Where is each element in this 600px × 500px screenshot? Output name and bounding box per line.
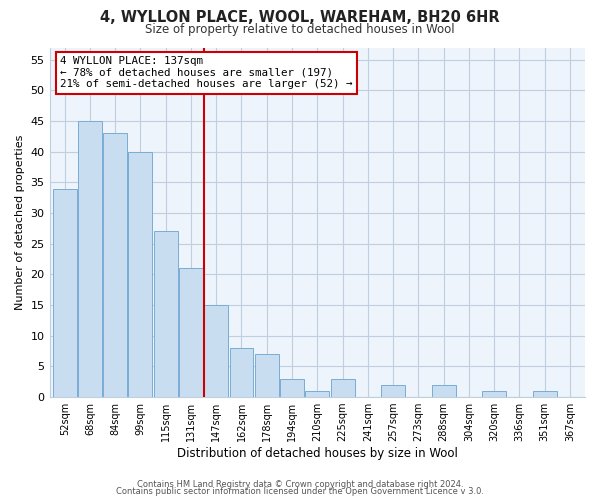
Bar	[103, 134, 127, 397]
Y-axis label: Number of detached properties: Number of detached properties	[15, 134, 25, 310]
Text: Contains public sector information licensed under the Open Government Licence v : Contains public sector information licen…	[116, 488, 484, 496]
Bar	[53, 188, 77, 397]
Bar	[179, 268, 203, 397]
X-axis label: Distribution of detached houses by size in Wool: Distribution of detached houses by size …	[177, 447, 458, 460]
Bar	[305, 391, 329, 397]
Bar	[381, 385, 405, 397]
Text: Size of property relative to detached houses in Wool: Size of property relative to detached ho…	[145, 22, 455, 36]
Bar	[280, 378, 304, 397]
Bar	[255, 354, 279, 397]
Bar	[482, 391, 506, 397]
Text: 4 WYLLON PLACE: 137sqm
← 78% of detached houses are smaller (197)
21% of semi-de: 4 WYLLON PLACE: 137sqm ← 78% of detached…	[60, 56, 353, 90]
Text: 4, WYLLON PLACE, WOOL, WAREHAM, BH20 6HR: 4, WYLLON PLACE, WOOL, WAREHAM, BH20 6HR	[100, 10, 500, 25]
Bar	[128, 152, 152, 397]
Bar	[78, 121, 102, 397]
Text: Contains HM Land Registry data © Crown copyright and database right 2024.: Contains HM Land Registry data © Crown c…	[137, 480, 463, 489]
Bar	[154, 232, 178, 397]
Bar	[533, 391, 557, 397]
Bar	[230, 348, 253, 397]
Bar	[204, 305, 228, 397]
Bar	[431, 385, 455, 397]
Bar	[331, 378, 355, 397]
